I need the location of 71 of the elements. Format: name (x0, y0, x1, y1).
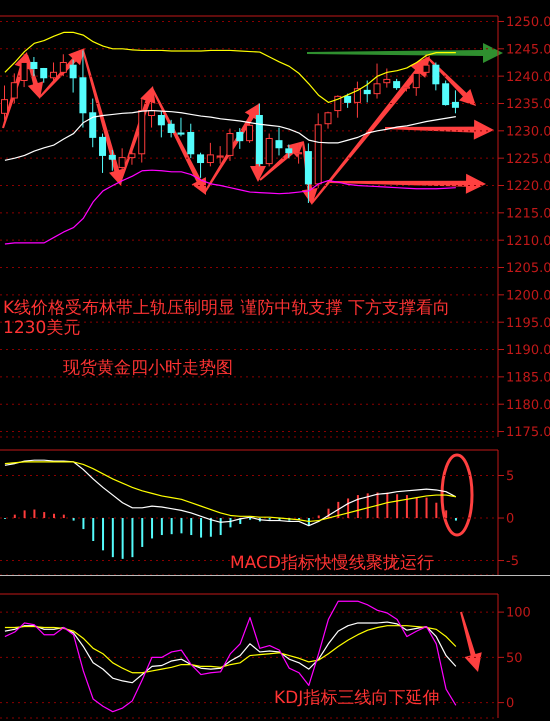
candlestick (452, 90, 459, 114)
candlestick (304, 142, 312, 204)
bar (160, 518, 163, 536)
candlestick (275, 127, 282, 156)
y-tick-label: -5 (506, 554, 519, 570)
bar (43, 512, 46, 518)
annotation: K线价格受布林带上轨压制明显 谨防中轨支撑 下方支撑看向1230美元 (3, 298, 451, 338)
bar (82, 518, 84, 530)
candlestick (216, 146, 224, 164)
bar (151, 518, 154, 538)
candlestick (10, 72, 18, 104)
bar (24, 510, 26, 518)
candlestick (374, 63, 381, 100)
candlestick (236, 128, 244, 150)
bar (170, 518, 173, 534)
candlestick (89, 98, 96, 148)
line-series (4, 600, 456, 712)
bar (376, 492, 379, 518)
candlestick (30, 56, 38, 77)
bar (180, 518, 182, 534)
candlestick (158, 111, 165, 138)
bar (33, 510, 36, 518)
candlestick (354, 81, 361, 118)
bar (122, 518, 124, 559)
candlestick (108, 149, 116, 172)
candlestick (138, 98, 146, 164)
bar (426, 498, 428, 518)
bar (406, 495, 408, 518)
line-series (4, 170, 456, 245)
candlestick (206, 142, 214, 167)
bar (53, 514, 56, 518)
annotation: KDJ指标三线向下延伸 (274, 688, 440, 708)
y-tick-label: 100 (506, 606, 531, 621)
candlestick (383, 68, 390, 88)
bar (220, 518, 222, 536)
candlestick (256, 102, 263, 167)
bar (190, 518, 192, 536)
candlestick (364, 80, 371, 103)
candlestick (266, 133, 273, 167)
candlestick (226, 128, 234, 162)
y-tick-label: 5 (506, 469, 514, 484)
line-series (4, 625, 456, 674)
candlestick (70, 59, 77, 94)
bar (112, 518, 114, 558)
bar (454, 518, 457, 521)
y-tick-label: 0 (506, 512, 514, 527)
bar (210, 518, 212, 537)
bar (102, 518, 104, 550)
annotation: 现货黄金四小时走势图 (63, 358, 234, 378)
bar (72, 518, 75, 521)
candlestick (285, 144, 292, 159)
bar (200, 518, 202, 538)
bar (416, 498, 418, 518)
bar (14, 514, 16, 518)
y-tick-label: 0 (506, 696, 514, 712)
bar (131, 518, 134, 558)
candlestick (99, 133, 106, 174)
y-tick-label: 50 (506, 650, 523, 666)
bar (141, 518, 144, 547)
line-series (4, 621, 456, 684)
candlestick (79, 50, 86, 128)
candlestick (324, 111, 332, 130)
bar (396, 494, 398, 518)
line-series (4, 110, 456, 161)
bar (435, 502, 438, 518)
candlestick (168, 119, 175, 138)
bar (92, 518, 94, 541)
annotation: MACD指标快慢线聚拢运行 (230, 553, 435, 573)
bar (318, 515, 320, 518)
bar (445, 510, 448, 518)
bar (386, 492, 388, 518)
